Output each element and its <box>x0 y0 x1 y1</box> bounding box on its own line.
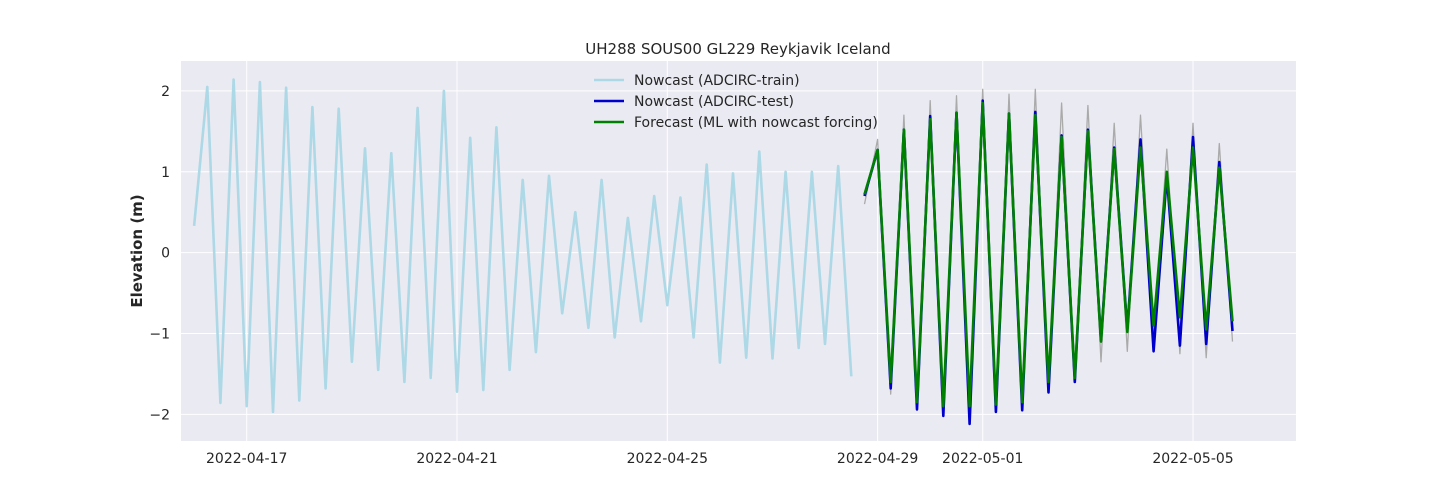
chart-title: UH288 SOUS00 GL229 Reykjavik Iceland <box>585 40 890 58</box>
x-tick-label: 2022-04-21 <box>416 451 497 467</box>
series-line-forecast <box>863 101 1234 408</box>
y-tick-label: 1 <box>161 165 170 181</box>
x-tick-label: 2022-04-25 <box>627 451 708 467</box>
legend-label: Forecast (ML with nowcast forcing) <box>634 115 878 131</box>
legend-label: Nowcast (ADCIRC-train) <box>634 73 800 89</box>
y-tick-label: −2 <box>149 407 170 423</box>
x-axis-ticks: 2022-04-17 2022-04-21 2022-04-25 2022-04-29… <box>206 451 1234 467</box>
x-tick-label: 2022-05-01 <box>942 451 1023 467</box>
series-line-nowcast-train <box>192 78 853 414</box>
x-tick-label: 2022-04-17 <box>206 451 287 467</box>
y-axis-label: Elevation (m) <box>128 194 146 307</box>
y-tick-label: 0 <box>161 246 170 262</box>
x-tick-label: 2022-04-29 <box>837 451 918 467</box>
y-tick-label: −1 <box>149 326 170 342</box>
y-tick-label: 2 <box>161 84 170 100</box>
x-tick-label: 2022-05-05 <box>1152 451 1233 467</box>
grid <box>181 61 1296 441</box>
legend: Nowcast (ADCIRC-train) Nowcast (ADCIRC-te… <box>594 73 878 131</box>
series-lines <box>192 78 1234 426</box>
legend-label: Nowcast (ADCIRC-test) <box>634 94 794 110</box>
y-axis-ticks: −2 −1 0 1 2 <box>149 84 170 423</box>
